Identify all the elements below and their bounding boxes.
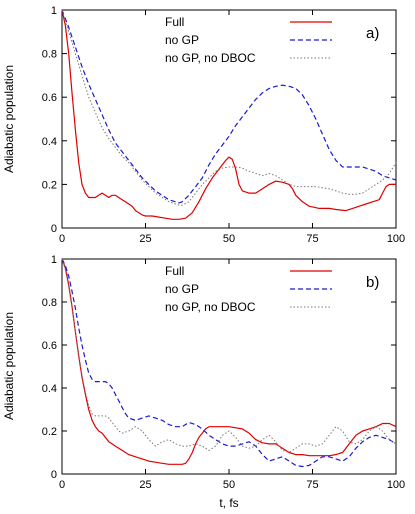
y-tick-label: 0.6 [42,92,57,104]
y-tick-label: 0.2 [42,426,57,438]
series-line-no-gp-no-dboc [61,9,397,206]
legend-label: no GP [165,282,199,296]
series-line-no-gp [61,258,397,468]
y-tick-label: 0.2 [42,179,57,191]
y-tick-label: 0.6 [42,340,57,352]
legend-label: no GP, no DBOC [165,51,256,65]
x-tick-label: 50 [223,479,235,491]
x-tick-label: 75 [306,233,318,245]
legend-label: Full [165,264,184,278]
x-tick-label: 100 [387,233,405,245]
plot-frame [61,258,397,475]
y-tick-label: 0 [51,469,57,481]
y-axis-label: Adiabatic population [2,65,16,173]
legend-label: Full [165,15,184,29]
series-line-no-gp [61,9,397,204]
y-tick-label: 0.8 [42,49,57,61]
x-tick-label: 100 [387,479,405,491]
series-line-full [61,9,396,220]
x-tick-label: 50 [223,233,235,245]
panel-label: b) [366,274,379,291]
chart-panel-b: 0 25 50 75 100 0 0.2 0.4 0.6 0.8 1 Adiabatic popula… [2,254,405,510]
y-tick-label: 0.4 [42,136,57,148]
y-tick-label: 0.4 [42,383,57,395]
panel-label: a) [366,25,379,42]
legend-label: no GP [165,33,199,47]
chart-panel-a: 0 25 50 75 100 0 0.2 0.4 0.6 0.8 1 Adiabatic popula… [2,5,405,245]
y-axis-label: Adiabatic population [2,312,16,420]
series-line-no-gp-no-dboc [61,258,397,453]
y-tick-label: 0.8 [42,297,57,309]
x-tick-label: 25 [139,233,151,245]
y-tick-label: 0 [51,223,57,235]
x-tick-label: 75 [306,479,318,491]
y-tick-label: 1 [51,5,57,17]
x-tick-label: 0 [59,479,65,491]
legend-label: no GP, no DBOC [165,300,256,314]
x-tick-label: 25 [139,479,151,491]
series-line-full [61,258,397,465]
x-tick-label: 0 [59,233,65,245]
x-axis-label: t, fs [219,496,238,510]
y-tick-label: 1 [51,254,57,266]
